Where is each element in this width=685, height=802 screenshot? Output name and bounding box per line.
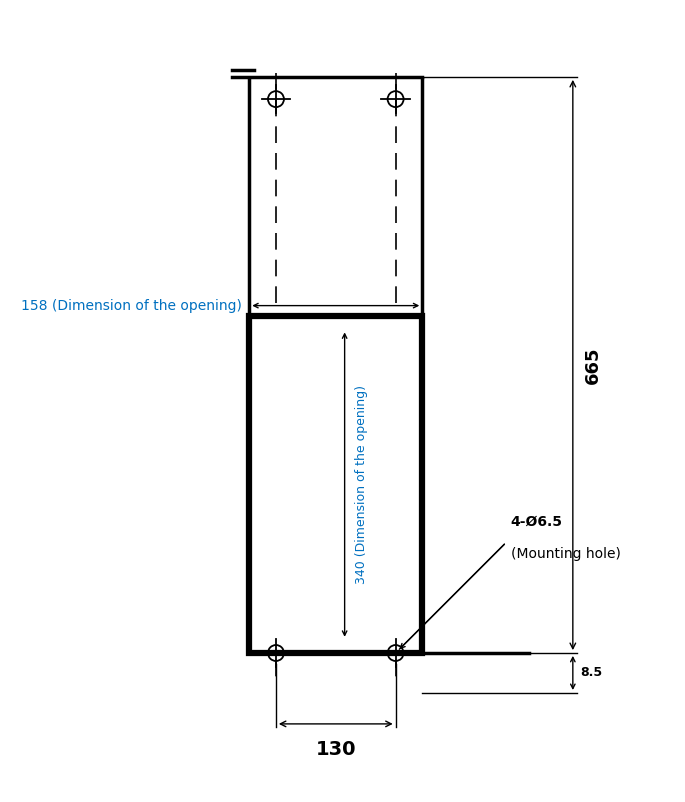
Text: 4-Ø6.5: 4-Ø6.5	[511, 515, 563, 529]
Text: 130: 130	[316, 740, 356, 759]
Text: 665: 665	[584, 346, 601, 383]
Bar	[249, 316, 422, 653]
Text: 340 (Dimension of the opening): 340 (Dimension of the opening)	[356, 385, 369, 584]
Text: (Mounting hole): (Mounting hole)	[511, 547, 621, 561]
Text: 8.5: 8.5	[580, 666, 602, 679]
Text: 158 (Dimension of the opening): 158 (Dimension of the opening)	[21, 298, 242, 313]
